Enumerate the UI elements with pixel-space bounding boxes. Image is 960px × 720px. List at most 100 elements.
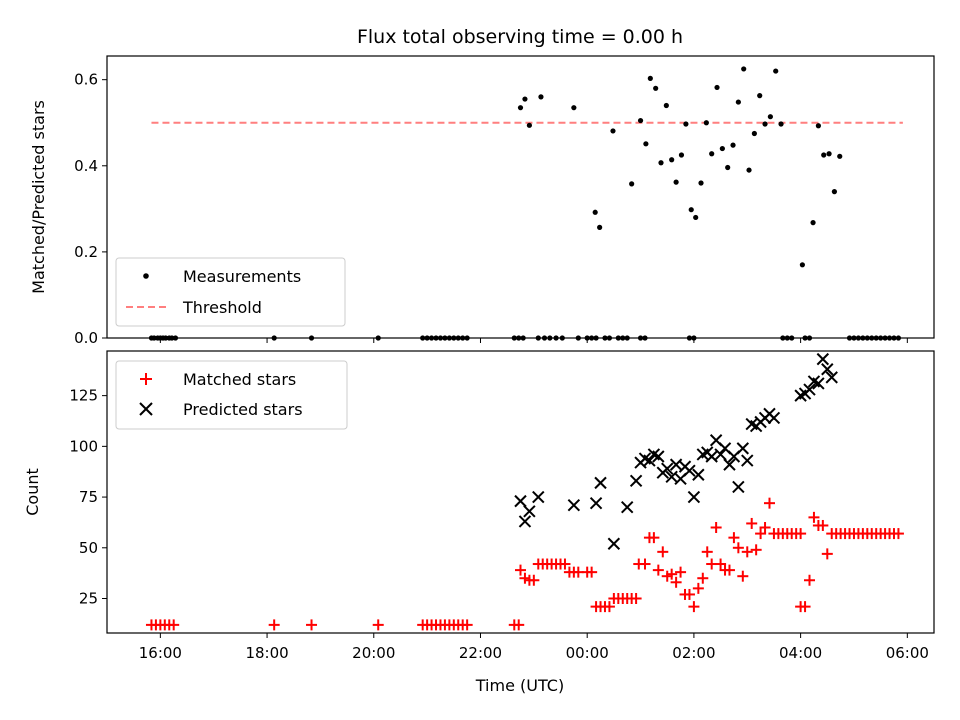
predicted-star-point	[518, 515, 532, 528]
x-tick-label: 22:00	[459, 644, 502, 662]
matched-star-point	[683, 588, 695, 600]
matched-star-point	[710, 522, 722, 534]
predicted-star-point	[767, 411, 781, 425]
matched-star-point	[648, 532, 660, 544]
matched-star-point	[666, 568, 678, 580]
top-y-tick-label: 0.4	[74, 157, 98, 175]
matched-star-point	[737, 570, 749, 582]
predicted-star-point	[683, 464, 696, 477]
matched-star-point	[728, 532, 740, 544]
measurement-point	[522, 96, 528, 102]
matched-star-point	[559, 558, 571, 570]
measurement-point	[810, 220, 816, 226]
legend-marker-matched-stars	[140, 373, 152, 385]
measurement-point	[821, 152, 827, 158]
predicted-star-point	[532, 490, 545, 504]
measurement-point	[837, 153, 843, 159]
matched-star-point	[750, 544, 762, 556]
measurement-point	[538, 94, 544, 100]
matched-star-point	[630, 593, 642, 605]
measurement-point	[725, 164, 731, 171]
bottom-y-tick-label: 125	[69, 387, 98, 405]
legend-marker-predicted-stars	[139, 402, 153, 416]
matched-star-point	[759, 522, 771, 534]
measurement-point	[815, 123, 821, 129]
matched-star-point	[741, 546, 753, 558]
predicted-star-point	[816, 352, 830, 366]
measurement-point	[735, 99, 741, 105]
x-tick-label: 06:00	[886, 644, 929, 662]
predicted-star-point	[723, 458, 736, 471]
measurement-point	[688, 207, 694, 213]
predicted-star-point	[732, 480, 745, 494]
predicted-star-point	[643, 454, 656, 467]
x-axis-label: Time (UTC)	[475, 676, 564, 695]
matched-star-point	[306, 619, 318, 631]
measurement-point	[643, 141, 649, 147]
measurement-point	[629, 181, 635, 187]
top-y-tick-label: 0.2	[74, 243, 98, 261]
matched-star-point	[372, 619, 384, 631]
measurement-point	[663, 102, 669, 109]
measurement-point	[698, 180, 704, 186]
legend-label-predicted-stars: Predicted stars	[183, 400, 303, 419]
matched-star-point	[701, 546, 713, 558]
predicted-star-point	[812, 377, 825, 390]
predicted-star-point	[736, 442, 750, 455]
matched-star-point	[675, 566, 687, 578]
matched-star-point	[603, 601, 615, 613]
matched-star-point	[528, 574, 540, 586]
chart-title: Flux total observing time = 0.00 h	[357, 26, 683, 48]
matched-star-point	[763, 497, 775, 509]
x-tick-label: 00:00	[566, 644, 609, 662]
top-axes-frame	[106, 55, 935, 339]
predicted-star-point	[803, 383, 816, 396]
matched-star-point	[692, 582, 704, 594]
measurement-point	[762, 121, 768, 127]
matched-star-point	[657, 546, 669, 558]
measurement-point	[719, 145, 725, 152]
predicted-star-point	[821, 363, 834, 376]
legend-label-threshold: Threshold	[182, 298, 262, 317]
top-y-tick-label: 0.0	[74, 329, 98, 347]
predicted-star-point	[514, 494, 527, 508]
measurement-point	[714, 84, 720, 91]
predicted-star-point	[594, 476, 607, 490]
measurement-point	[746, 167, 752, 173]
predicted-star-point	[825, 371, 838, 384]
matched-star-point	[513, 619, 525, 631]
x-tick-label: 02:00	[672, 644, 715, 662]
matched-star-point	[461, 619, 473, 631]
predicted-star-point	[661, 462, 674, 475]
matched-star-point	[723, 564, 735, 576]
measurement-point	[678, 152, 685, 158]
predicted-star-point	[589, 496, 603, 510]
measurement-point	[757, 93, 763, 99]
bottom-y-tick-label: 100	[69, 437, 98, 455]
predicted-star-point	[621, 501, 634, 514]
matched-star-point	[808, 511, 820, 523]
matched-star-point	[821, 548, 833, 560]
matched-star-point	[817, 519, 829, 531]
matched-star-point	[268, 619, 280, 631]
measurement-point	[526, 122, 532, 128]
matched-star-point	[755, 528, 767, 540]
matched-star-point	[639, 558, 651, 570]
measurement-point	[517, 105, 524, 111]
measurement-point	[592, 209, 598, 215]
predicted-star-point	[567, 498, 581, 512]
matched-star-point	[795, 528, 807, 540]
matched-star-point	[688, 601, 700, 613]
matched-star-point	[515, 564, 526, 576]
matched-star-point	[799, 601, 811, 613]
measurement-point	[693, 214, 699, 221]
legend-label-matched-stars: Matched stars	[183, 370, 296, 389]
matched-star-point	[586, 566, 598, 578]
measurement-point	[709, 151, 715, 157]
measurement-point	[773, 68, 779, 74]
x-tick-label: 18:00	[245, 644, 288, 662]
measurement-point	[778, 121, 784, 127]
predicted-star-point	[607, 537, 621, 550]
bottom-axes-frame	[106, 350, 935, 634]
